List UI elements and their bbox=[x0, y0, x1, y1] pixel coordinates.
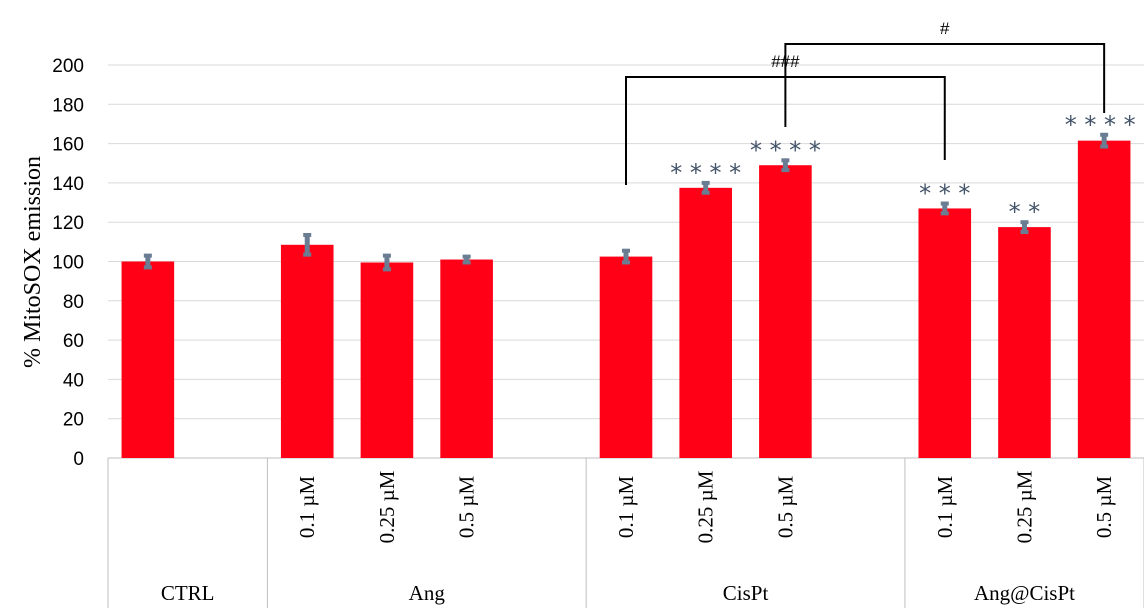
x-tick-label: 0.5 µM bbox=[1092, 476, 1116, 539]
y-tick-label: 20 bbox=[63, 410, 84, 431]
y-tick-label: 60 bbox=[63, 331, 84, 352]
x-tick-label: 0.1 µM bbox=[933, 476, 957, 539]
bar bbox=[679, 187, 732, 458]
bar bbox=[1077, 140, 1131, 458]
bar bbox=[440, 259, 493, 458]
x-group-label: CisPt bbox=[723, 581, 769, 605]
x-tick-label: 0.1 µM bbox=[295, 476, 319, 539]
x-axis: CTRL 0.1 µM 0.25 µM 0.5 µM Ang 0.1 µM 0.25 µM 0… bbox=[107, 458, 1144, 608]
bar bbox=[759, 165, 812, 458]
significance-label: * * * bbox=[919, 180, 970, 208]
bar bbox=[280, 244, 334, 458]
y-tick-label: 80 bbox=[63, 292, 84, 313]
bar bbox=[599, 256, 653, 458]
y-tick-label: 160 bbox=[52, 135, 84, 156]
significance-labels: * * * * * * * * * * * * * * * * * bbox=[670, 111, 1135, 226]
y-tick-label: 100 bbox=[52, 253, 84, 274]
y-tick-label: 200 bbox=[52, 56, 84, 77]
comparison-label: # bbox=[940, 19, 950, 38]
bar bbox=[360, 262, 414, 458]
y-axis-ticks: 0 20 40 60 80 100 120 140 160 180 200 bbox=[52, 56, 84, 470]
y-tick-label: 40 bbox=[63, 370, 84, 391]
significance-label: * * * * bbox=[1065, 111, 1136, 139]
error-bars bbox=[143, 132, 1109, 272]
x-group-label: Ang bbox=[409, 581, 446, 605]
x-tick-label: 0.25 µM bbox=[694, 470, 718, 543]
x-group-label: CTRL bbox=[161, 581, 215, 605]
comparison-brackets: #### bbox=[625, 19, 1106, 185]
bar bbox=[121, 261, 175, 458]
y-tick-label: 0 bbox=[73, 449, 84, 470]
y-tick-label: 120 bbox=[52, 213, 84, 234]
significance-label: * * * * bbox=[750, 136, 821, 164]
x-tick-label: 0.25 µM bbox=[1012, 470, 1036, 543]
comparison-bracket bbox=[784, 43, 1106, 127]
x-group-label: Ang@CisPt bbox=[974, 581, 1075, 605]
y-tick-label: 180 bbox=[52, 95, 84, 116]
x-tick-label: 0.5 µM bbox=[773, 476, 797, 539]
x-tick-label: 0.5 µM bbox=[455, 476, 479, 539]
significance-label: * * * * bbox=[670, 159, 741, 187]
y-tick-label: 140 bbox=[52, 174, 84, 195]
x-tick-label: 0.1 µM bbox=[614, 476, 638, 539]
bars bbox=[121, 140, 1131, 458]
y-axis-label: % MitoSOX emission bbox=[20, 156, 46, 368]
significance-label: * * bbox=[1009, 198, 1041, 226]
bar bbox=[918, 208, 972, 458]
bar bbox=[998, 227, 1051, 458]
x-tick-label: 0.25 µM bbox=[375, 470, 399, 543]
